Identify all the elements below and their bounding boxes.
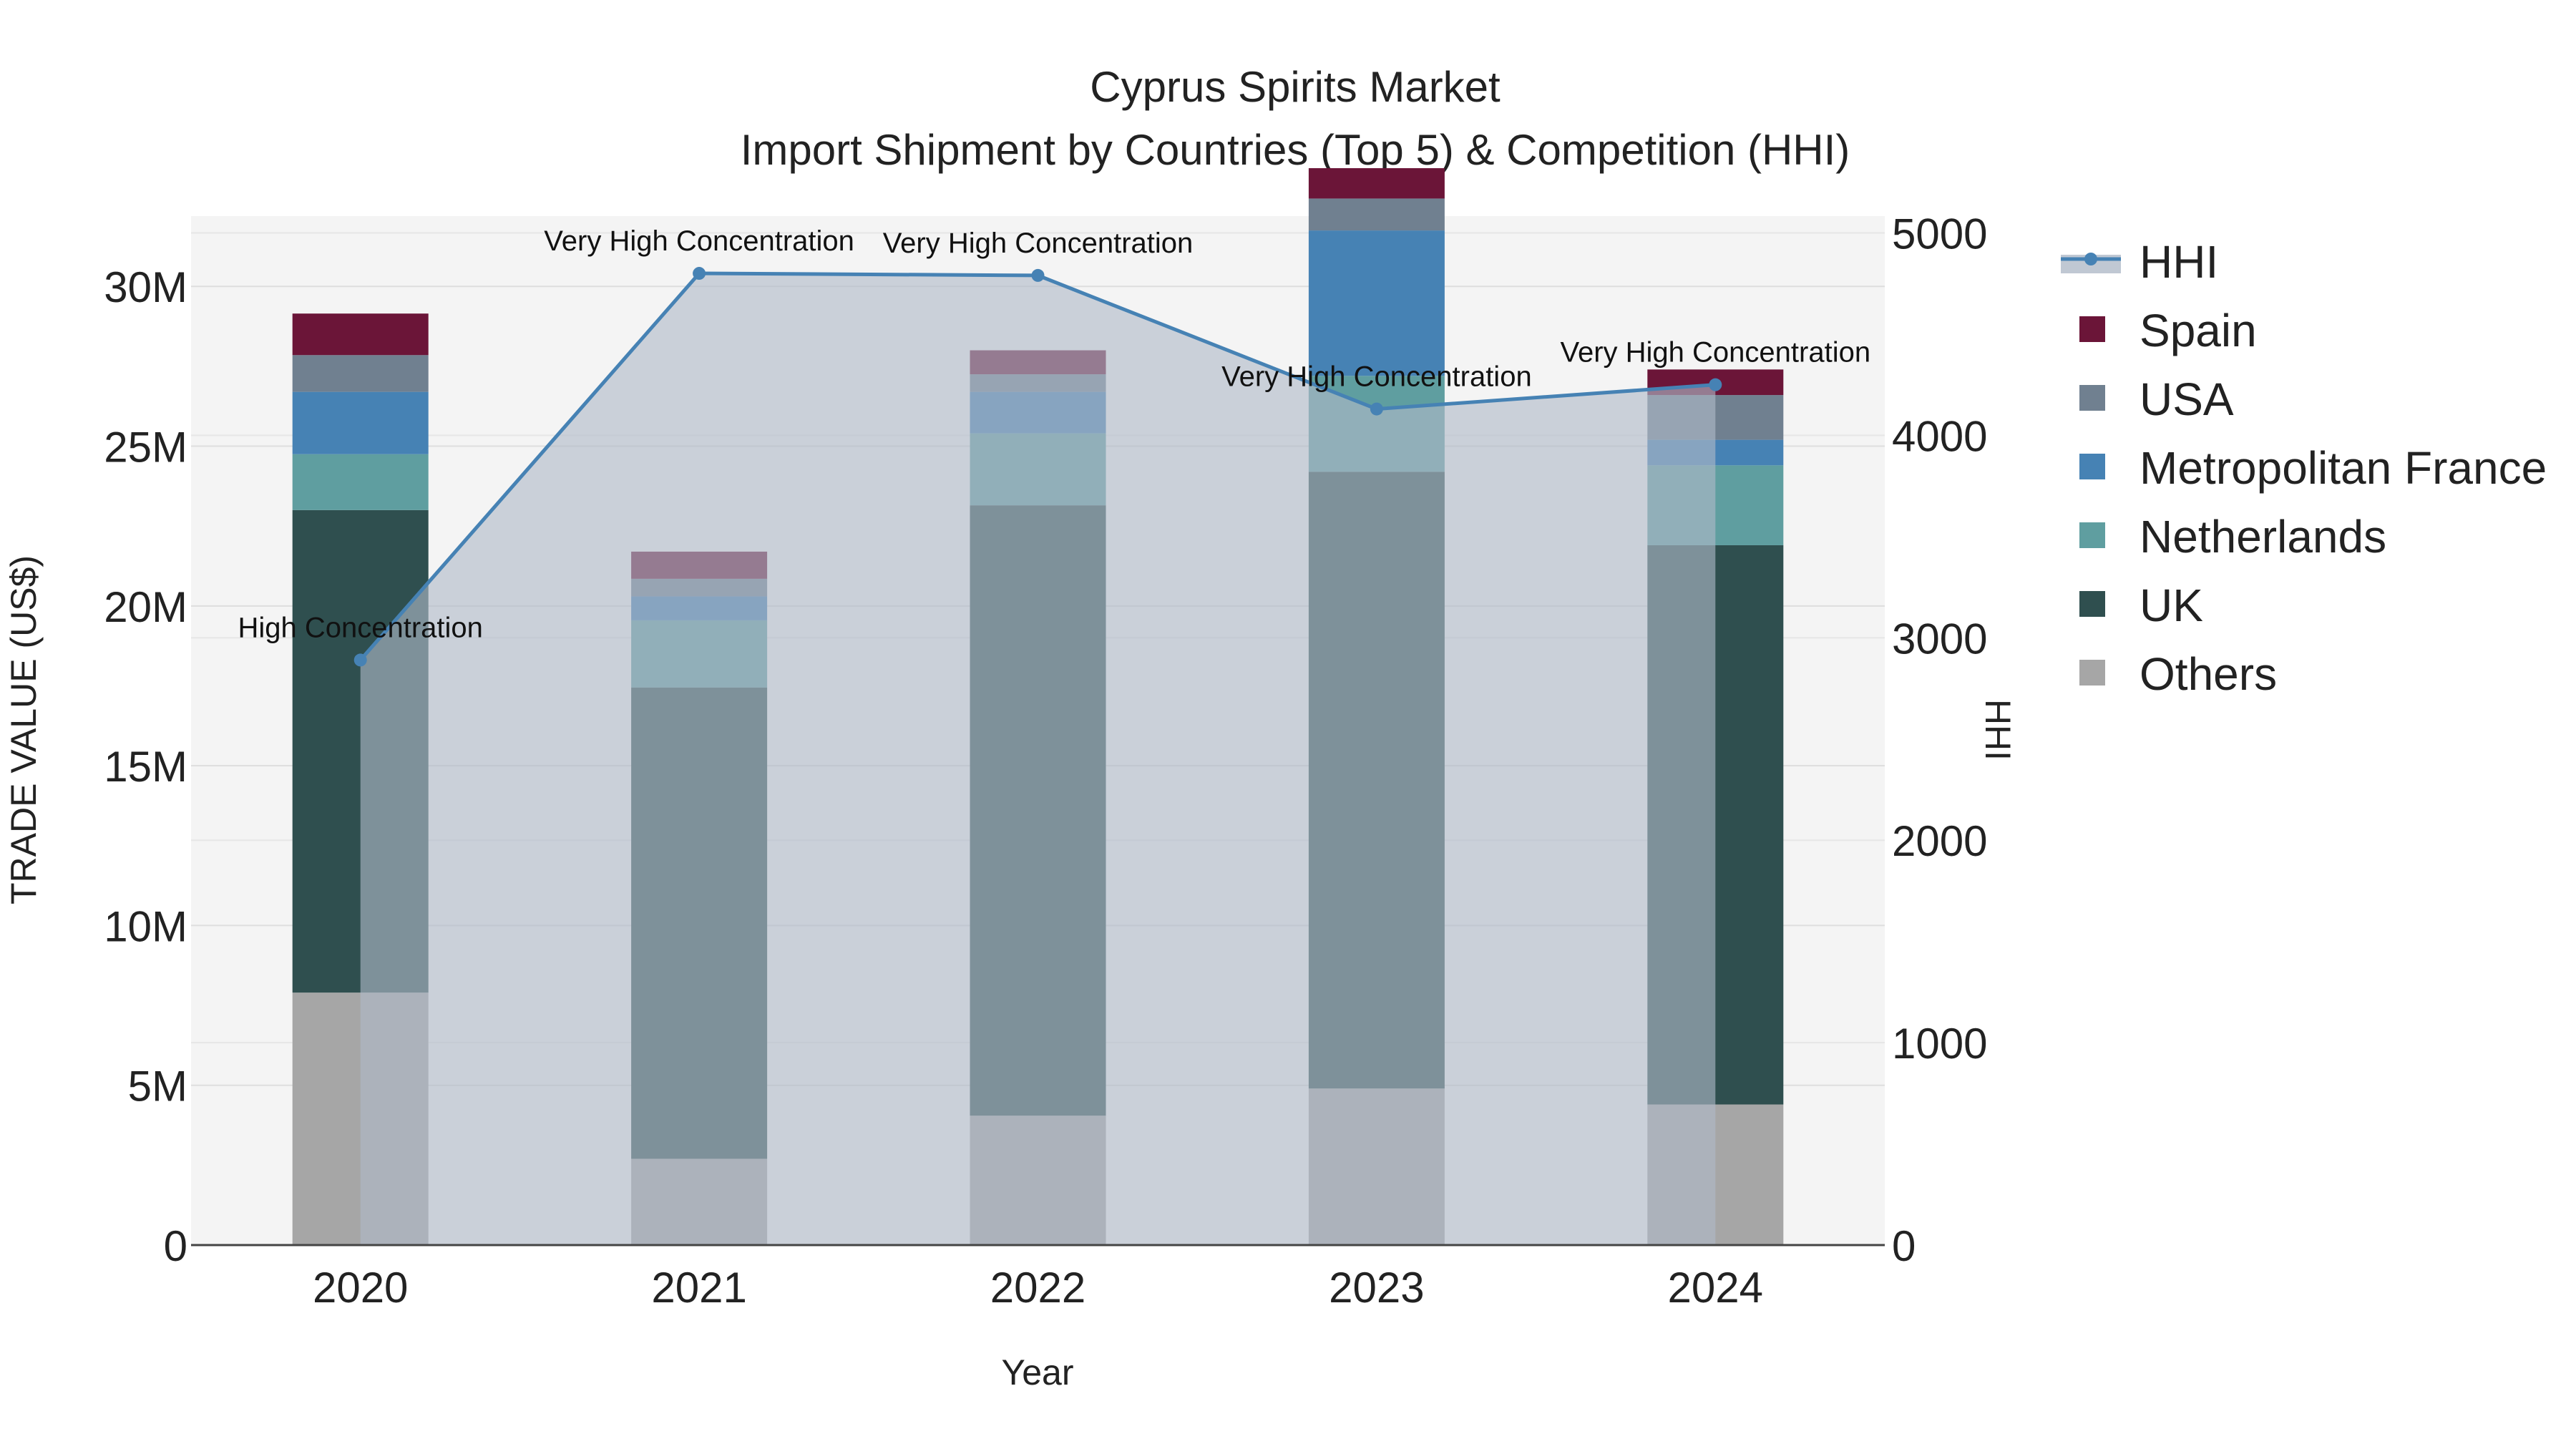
x-tick-label: 2024 xyxy=(1668,1264,1763,1312)
legend-label: Spain xyxy=(2140,305,2257,356)
hhi-point-2020 xyxy=(353,653,367,667)
y2-tick-label: 1000 xyxy=(1892,1020,1987,1068)
hhi-annotation: Very High Concentration xyxy=(544,225,854,257)
bar-spain-2020 xyxy=(292,313,429,356)
x-tick-label: 2021 xyxy=(651,1264,746,1312)
y2-tick-label: 0 xyxy=(1892,1222,1916,1270)
x-tick-label: 2023 xyxy=(1329,1264,1424,1312)
bar-spain-2023 xyxy=(1308,168,1445,199)
y-tick-label: 10M xyxy=(104,902,187,950)
bar-netherlands-2020 xyxy=(292,454,429,510)
x-axis-title: Year xyxy=(1001,1352,1073,1392)
x-tick-label: 2020 xyxy=(313,1264,408,1312)
y-tick-label: 0 xyxy=(164,1222,187,1270)
bar-usa-2020 xyxy=(292,355,429,392)
legend-label: Netherlands xyxy=(2140,511,2386,562)
chart-subtitle: Import Shipment by Countries (Top 5) & C… xyxy=(741,126,1850,174)
y-axis-ticks: 0 5M 10M 15M 20M 25M 30M xyxy=(104,263,187,1270)
y2-tick-label: 4000 xyxy=(1892,412,1987,460)
legend-swatch-metropolitan-france xyxy=(2079,454,2105,479)
y-tick-label: 20M xyxy=(104,583,187,631)
bar-usa-2023 xyxy=(1308,198,1445,231)
legend-label: Metropolitan France xyxy=(2140,442,2547,494)
bar-metropolitan-france-2020 xyxy=(292,391,429,454)
legend-swatch-others xyxy=(2079,660,2105,686)
hhi-point-2021 xyxy=(693,267,706,280)
x-axis-ticks: 2020 2021 2022 2023 2024 xyxy=(313,1264,1763,1312)
bar-metropolitan-france-2023 xyxy=(1308,230,1445,376)
legend-label: Others xyxy=(2140,648,2277,700)
legend-swatch-usa xyxy=(2079,385,2105,411)
legend-swatch-spain xyxy=(2079,316,2105,342)
hhi-point-2022 xyxy=(1031,268,1045,282)
legend-swatch-hhi-marker xyxy=(2084,253,2097,265)
y2-axis-ticks: 0 1000 2000 3000 4000 5000 xyxy=(1892,210,1987,1270)
y-tick-label: 15M xyxy=(104,743,187,791)
x-tick-label: 2022 xyxy=(990,1264,1085,1312)
legend-swatch-netherlands xyxy=(2079,522,2105,548)
hhi-annotations: High Concentration Very High Concentratio… xyxy=(238,225,1870,643)
y2-axis-title: HHI xyxy=(1978,699,2018,761)
hhi-annotation: High Concentration xyxy=(238,612,482,643)
y-tick-label: 5M xyxy=(128,1063,187,1111)
y2-tick-label: 5000 xyxy=(1892,210,1987,258)
legend: HHI Spain USA Metropolitan France Netherland… xyxy=(2061,236,2547,700)
legend-label: UK xyxy=(2140,580,2203,631)
legend-swatch-uk xyxy=(2079,591,2105,617)
hhi-annotation: Very High Concentration xyxy=(1561,337,1871,369)
chart-title: Cyprus Spirits Market xyxy=(1090,63,1501,111)
legend-label: HHI xyxy=(2140,236,2218,288)
y2-tick-label: 3000 xyxy=(1892,615,1987,663)
y-axis-title: TRADE VALUE (US$) xyxy=(4,555,44,904)
hhi-area xyxy=(360,273,1716,1245)
y2-tick-label: 2000 xyxy=(1892,817,1987,865)
hhi-point-2023 xyxy=(1370,402,1383,416)
hhi-annotation: Very High Concentration xyxy=(883,228,1194,259)
legend-label: USA xyxy=(2140,374,2234,425)
hhi-point-2024 xyxy=(1709,378,1722,391)
hhi-annotation: Very High Concentration xyxy=(1221,361,1532,393)
y-tick-label: 25M xyxy=(104,424,187,472)
hhi-line-layer xyxy=(353,267,1722,1245)
y-tick-label: 30M xyxy=(104,263,187,311)
